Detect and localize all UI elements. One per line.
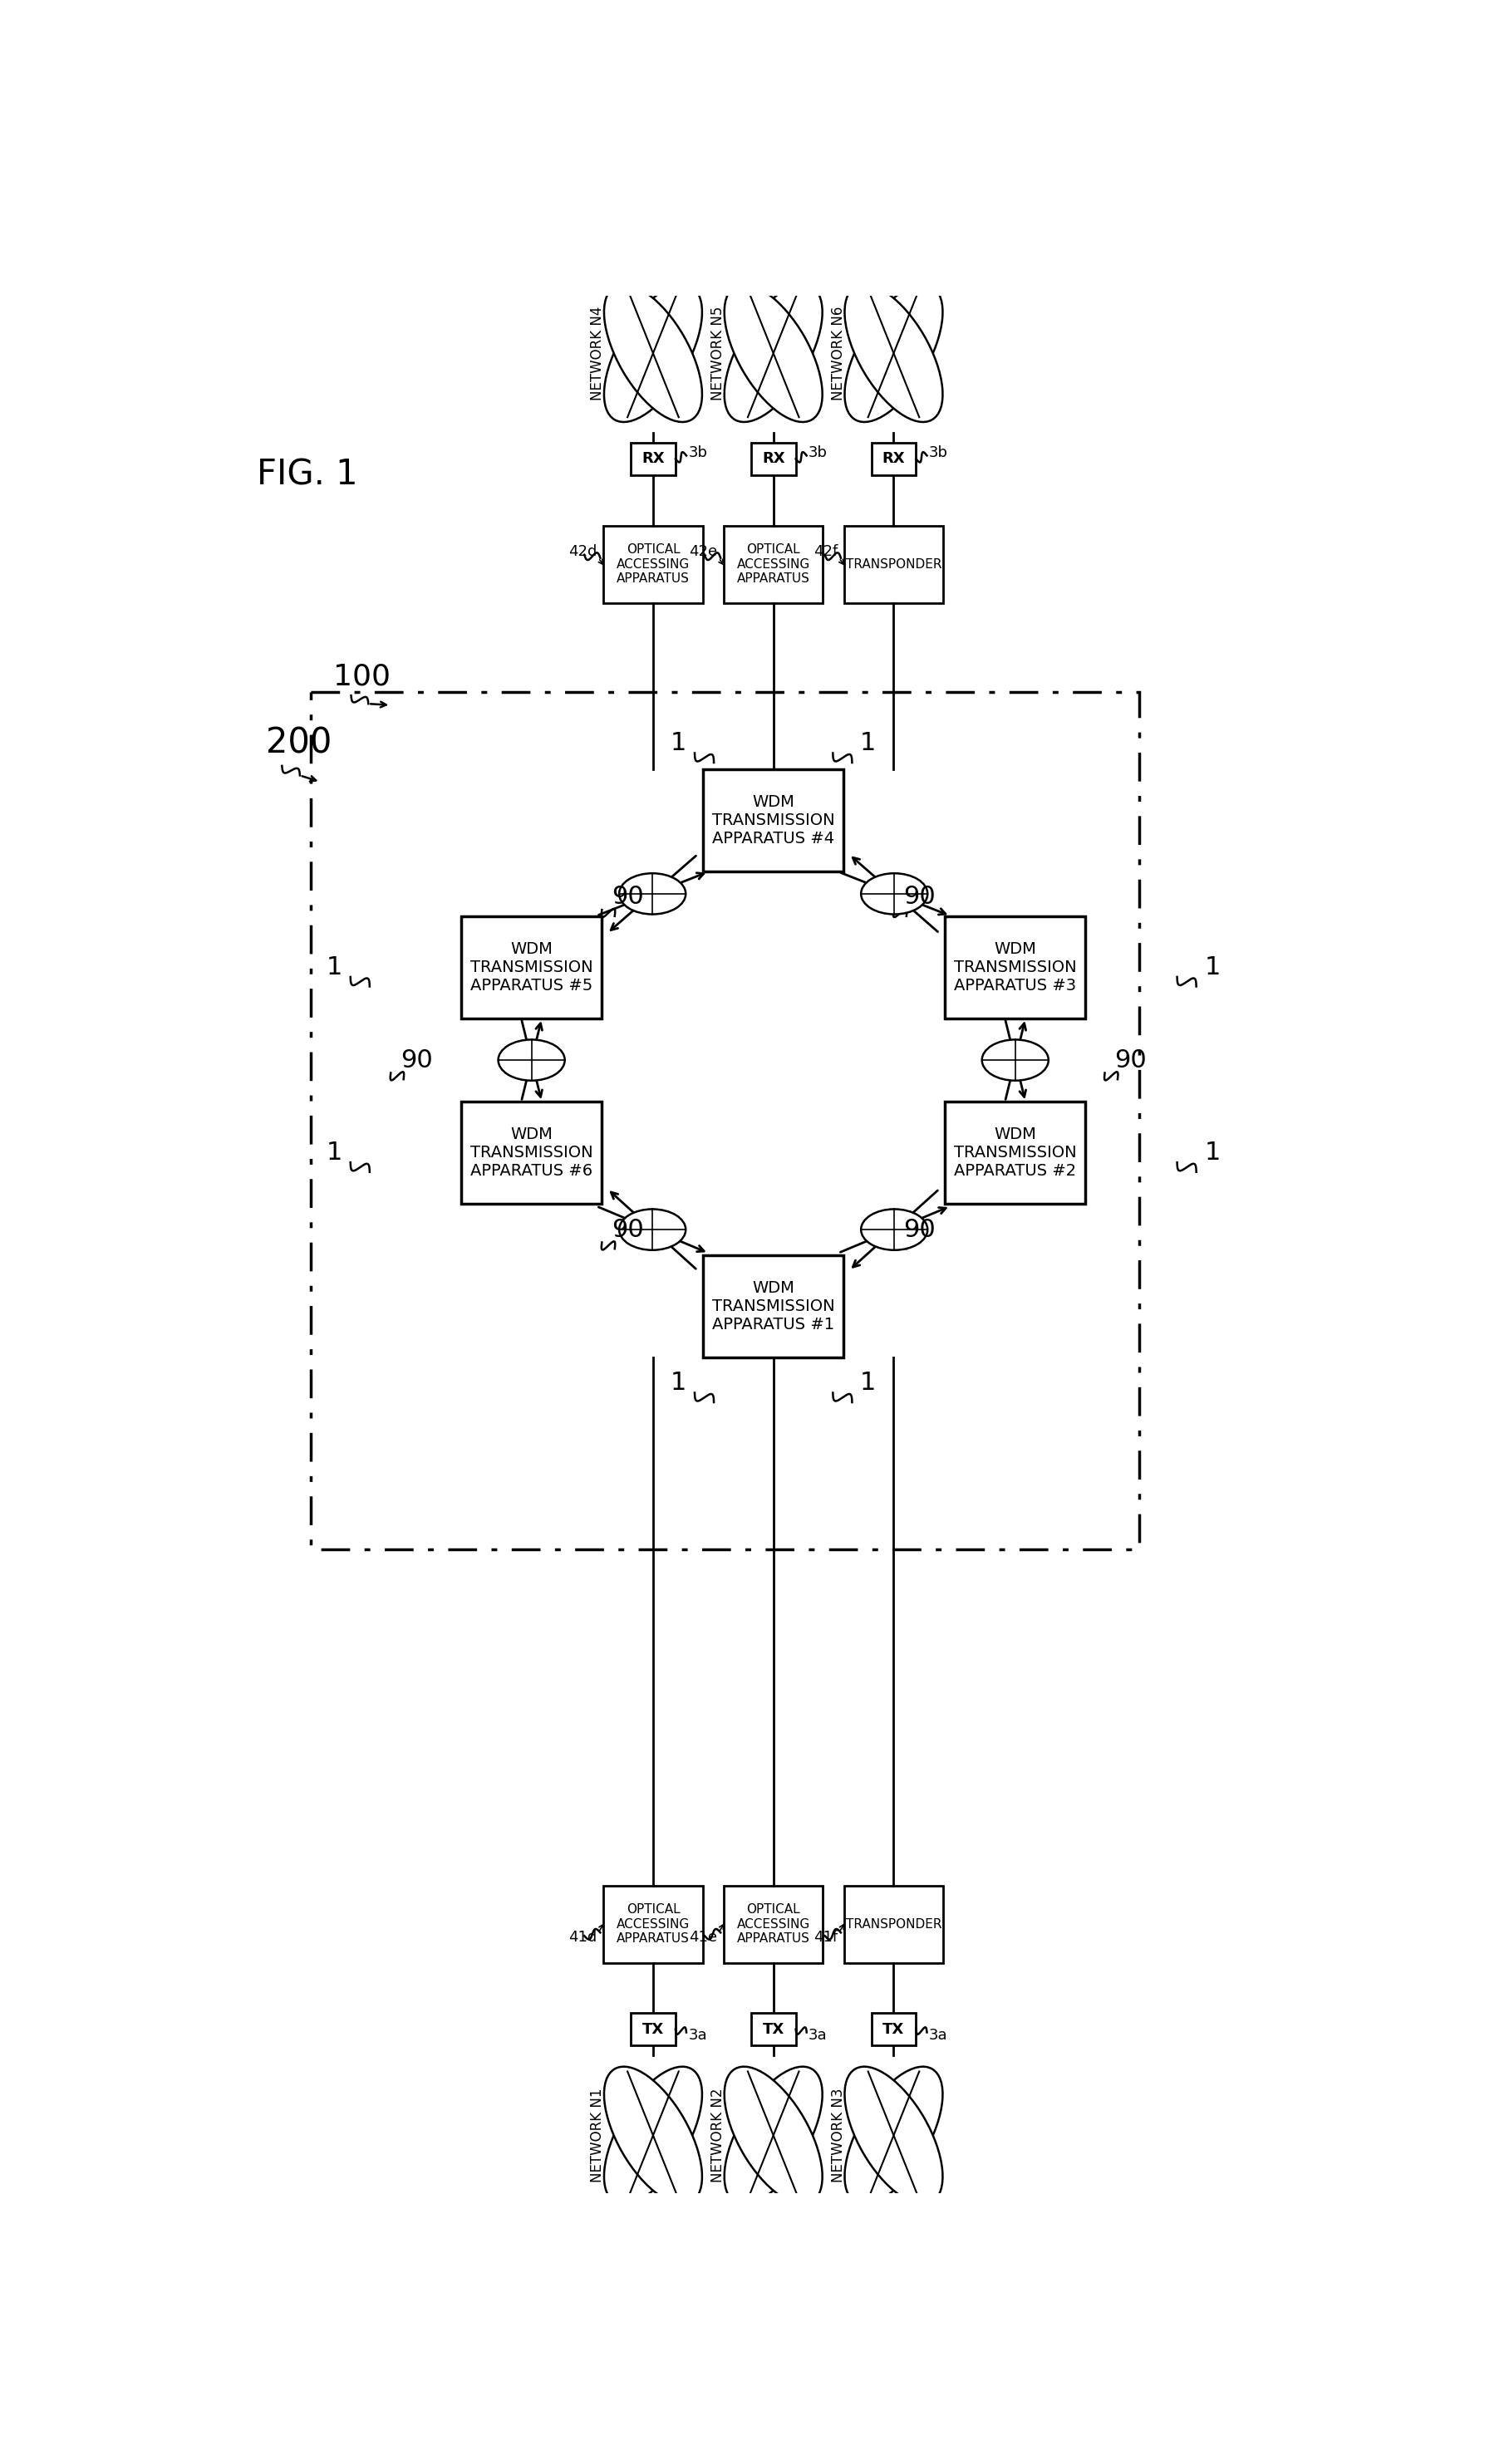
Text: 200: 200 [266, 727, 332, 761]
Bar [871, 2013, 916, 2045]
Ellipse shape [982, 1040, 1049, 1082]
Text: TRANSPONDER: TRANSPONDER [845, 1917, 942, 1929]
Text: WDM
TRANSMISSION
APPARATUS #1: WDM TRANSMISSION APPARATUS #1 [712, 1281, 834, 1333]
Text: OPTICAL
ACCESSING
APPARATUS: OPTICAL ACCESSING APPARATUS [616, 1905, 690, 1944]
Text: 1: 1 [326, 956, 343, 978]
Ellipse shape [845, 2067, 943, 2205]
Ellipse shape [604, 2067, 702, 2205]
Text: 41e: 41e [690, 1929, 717, 1944]
Text: 1: 1 [326, 1141, 343, 1165]
Text: WDM
TRANSMISSION
APPARATUS #4: WDM TRANSMISSION APPARATUS #4 [712, 793, 834, 845]
Text: NETWORK N2: NETWORK N2 [711, 2089, 726, 2183]
Text: OPTICAL
ACCESSING
APPARATUS: OPTICAL ACCESSING APPARATUS [616, 545, 690, 584]
Text: 3b: 3b [809, 446, 827, 461]
Ellipse shape [619, 1210, 685, 1249]
Text: 3a: 3a [930, 2028, 948, 2043]
Text: TX: TX [762, 2023, 785, 2038]
Text: TX: TX [643, 2023, 664, 2038]
Text: 1: 1 [860, 1370, 877, 1395]
Bar [871, 444, 916, 476]
Ellipse shape [604, 2067, 702, 2205]
Text: RX: RX [762, 451, 785, 466]
Text: 1: 1 [1204, 1141, 1221, 1165]
Text: NETWORK N4: NETWORK N4 [590, 306, 605, 399]
Ellipse shape [724, 2067, 822, 2205]
Text: 90: 90 [904, 885, 936, 909]
Text: 90: 90 [1114, 1047, 1147, 1072]
Text: 3b: 3b [930, 446, 948, 461]
Text: NETWORK N5: NETWORK N5 [711, 306, 726, 399]
Ellipse shape [845, 283, 943, 421]
Ellipse shape [604, 283, 702, 421]
Text: WDM
TRANSMISSION
APPARATUS #5: WDM TRANSMISSION APPARATUS #5 [471, 941, 593, 993]
Bar [311, 692, 1139, 1550]
Bar [462, 917, 602, 1018]
Text: NETWORK N1: NETWORK N1 [590, 2089, 605, 2183]
Bar [724, 1885, 822, 1964]
Bar [945, 917, 1085, 1018]
Bar [844, 525, 943, 604]
Text: 90: 90 [611, 1217, 643, 1242]
Text: 41f: 41f [813, 1929, 837, 1944]
Text: 42d: 42d [569, 545, 598, 559]
Bar [703, 769, 844, 872]
Text: RX: RX [641, 451, 664, 466]
Text: 90: 90 [400, 1047, 433, 1072]
Text: WDM
TRANSMISSION
APPARATUS #2: WDM TRANSMISSION APPARATUS #2 [954, 1126, 1076, 1178]
Bar [703, 1254, 844, 1358]
Text: OPTICAL
ACCESSING
APPARATUS: OPTICAL ACCESSING APPARATUS [736, 1905, 810, 1944]
Bar [604, 525, 703, 604]
Bar [462, 1101, 602, 1205]
Text: FIG. 1: FIG. 1 [257, 458, 358, 493]
Ellipse shape [845, 283, 943, 421]
Text: 3a: 3a [809, 2028, 827, 2043]
Text: 3a: 3a [688, 2028, 708, 2043]
Text: 90: 90 [611, 885, 643, 909]
Text: OPTICAL
ACCESSING
APPARATUS: OPTICAL ACCESSING APPARATUS [736, 545, 810, 584]
Text: 1: 1 [860, 732, 877, 756]
Bar [631, 2013, 676, 2045]
Text: 41d: 41d [569, 1929, 598, 1944]
Bar [751, 444, 795, 476]
Ellipse shape [604, 283, 702, 421]
Text: 42f: 42f [813, 545, 837, 559]
Text: WDM
TRANSMISSION
APPARATUS #6: WDM TRANSMISSION APPARATUS #6 [471, 1126, 593, 1178]
Text: 1: 1 [1204, 956, 1221, 978]
Text: 100: 100 [333, 663, 391, 690]
Text: RX: RX [883, 451, 905, 466]
Text: 90: 90 [904, 1217, 936, 1242]
Ellipse shape [862, 872, 928, 914]
Bar [604, 1885, 703, 1964]
Ellipse shape [862, 1210, 928, 1249]
Text: 42e: 42e [690, 545, 717, 559]
Ellipse shape [845, 2067, 943, 2205]
Text: 1: 1 [670, 732, 687, 756]
Ellipse shape [724, 283, 822, 421]
Text: NETWORK N6: NETWORK N6 [831, 306, 845, 399]
Bar [844, 1885, 943, 1964]
Text: 1: 1 [670, 1370, 687, 1395]
Bar [751, 2013, 795, 2045]
Text: TX: TX [883, 2023, 904, 2038]
Text: NETWORK N3: NETWORK N3 [831, 2089, 845, 2183]
Bar [631, 444, 676, 476]
Bar [945, 1101, 1085, 1205]
Text: 3b: 3b [688, 446, 708, 461]
Text: TRANSPONDER: TRANSPONDER [845, 559, 942, 572]
Text: WDM
TRANSMISSION
APPARATUS #3: WDM TRANSMISSION APPARATUS #3 [954, 941, 1076, 993]
Ellipse shape [724, 2067, 822, 2205]
Ellipse shape [619, 872, 685, 914]
Ellipse shape [724, 283, 822, 421]
Ellipse shape [498, 1040, 564, 1082]
Bar [724, 525, 822, 604]
